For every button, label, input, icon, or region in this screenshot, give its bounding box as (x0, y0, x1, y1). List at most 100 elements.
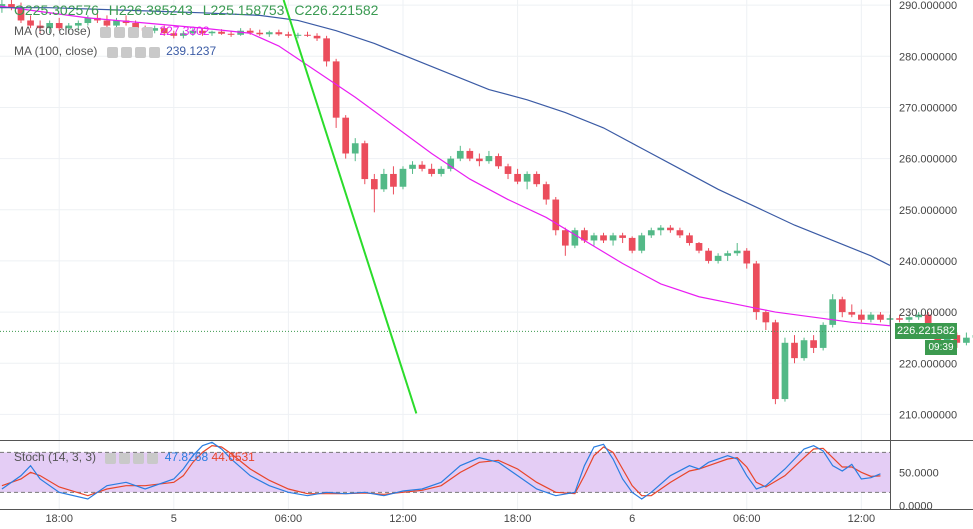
price-tick-label: 240.000000 (899, 256, 957, 268)
candle-body (743, 250, 751, 264)
candle-body (896, 318, 903, 320)
time-tick-label: 12:00 (389, 513, 417, 525)
candle-body (399, 168, 407, 187)
settings-icon[interactable] (120, 47, 132, 59)
close-icon[interactable] (147, 453, 159, 465)
candle-body (294, 34, 302, 36)
settings-icon[interactable] (119, 453, 131, 465)
candle-body (0, 4, 6, 8)
ma100-legend[interactable]: MA (100, close) 239.1237 (14, 44, 216, 59)
candle-body (724, 253, 732, 256)
ma100-line (0, 7, 891, 266)
candle-body (638, 235, 646, 251)
candle-body (838, 299, 846, 313)
price-tick-label: 260.000000 (899, 154, 957, 166)
candle-body (313, 35, 321, 39)
visibility-icon[interactable] (106, 47, 118, 59)
candle-body (466, 150, 474, 159)
candle-body (456, 150, 464, 159)
candle-body (380, 173, 388, 190)
stoch-d-line (1, 445, 881, 497)
settings-icon[interactable] (114, 27, 126, 39)
candle-timer-badge: 09:39 (925, 340, 957, 356)
price-tick-label: 270.000000 (899, 102, 957, 114)
candle-body (103, 20, 111, 26)
ma50-legend[interactable]: MA (50, close) 227.3302 (14, 24, 209, 39)
visibility-icon[interactable] (105, 453, 117, 465)
grid-lines (0, 0, 890, 509)
candle-body (17, 7, 25, 21)
candle-body (495, 156, 502, 167)
time-axis-labels: 18:00 5 06:00 12:00 18:00 6 06:00 12:00 (45, 513, 875, 525)
candle-body (943, 335, 951, 346)
stoch-k-value: 47.8268 (164, 450, 209, 464)
candle-body (714, 255, 722, 261)
candle-body (819, 324, 827, 348)
stoch-tick-label: 0.0000 (899, 501, 933, 513)
candle-body (915, 314, 922, 318)
candle-body (55, 23, 63, 29)
candle-body (523, 173, 531, 182)
candle-body (256, 32, 264, 35)
time-tick-label: 5 (171, 513, 177, 525)
candle-body (199, 30, 206, 34)
candle-body (46, 23, 53, 29)
candle-body (84, 17, 92, 24)
candle-body (628, 237, 636, 251)
candle-body (571, 230, 579, 246)
candle-body (695, 243, 703, 251)
candle-body (542, 184, 550, 200)
time-tick-label: 06:00 (275, 513, 303, 525)
stoch-d-value: 44.6531 (211, 450, 255, 464)
candle-body (265, 32, 273, 35)
close-icon[interactable] (142, 27, 154, 39)
candle-body (151, 28, 159, 31)
candle-body (189, 30, 197, 34)
candle-body (877, 314, 884, 320)
ma50-line (0, 5, 891, 327)
main-series (0, 0, 973, 414)
add-icon[interactable] (133, 453, 145, 465)
candle-body (208, 31, 216, 34)
candle-body (390, 173, 397, 187)
candle-body (74, 23, 82, 26)
candle-body (772, 322, 779, 400)
stoch-legend[interactable]: Stoch (14, 3, 3) 47.8268 44.6531 (14, 450, 255, 465)
add-icon[interactable] (134, 47, 146, 59)
price-tick-label: 290.000000 (899, 0, 957, 12)
visibility-icon[interactable] (100, 27, 112, 39)
candle-body (275, 32, 283, 35)
time-tick-label: 6 (629, 513, 635, 525)
candle-body (323, 38, 330, 62)
candle-body (590, 235, 598, 241)
candle-body (733, 250, 741, 254)
stoch-tick-label: 50.0000 (899, 467, 939, 479)
candle-body (667, 227, 674, 231)
candle-body (361, 143, 369, 180)
candle-body (447, 158, 455, 169)
candle-body (113, 20, 120, 26)
candle-body (752, 263, 760, 313)
candle-body (552, 199, 560, 231)
candle-body (848, 312, 856, 315)
ma100-controls (106, 45, 163, 59)
time-tick-label: 18:00 (45, 513, 73, 525)
candle-body (332, 61, 340, 118)
candle-body (676, 230, 684, 236)
price-tick-label: 280.000000 (899, 51, 957, 63)
time-tick-label: 18:00 (504, 513, 532, 525)
candle-body (781, 342, 789, 400)
candle-body (867, 314, 875, 320)
stoch-k-line (1, 441, 881, 500)
stoch-label: Stoch (14, 3, 3) (14, 450, 97, 464)
time-tick-label: 06:00 (733, 513, 761, 525)
close-icon[interactable] (148, 47, 160, 59)
candle-body (600, 235, 607, 241)
candle-body (647, 230, 655, 236)
candle-body (8, 4, 15, 8)
price-tick-label: 230.000000 (899, 307, 957, 319)
candle-body (370, 179, 378, 190)
add-icon[interactable] (128, 27, 140, 39)
candle-body (581, 230, 588, 241)
